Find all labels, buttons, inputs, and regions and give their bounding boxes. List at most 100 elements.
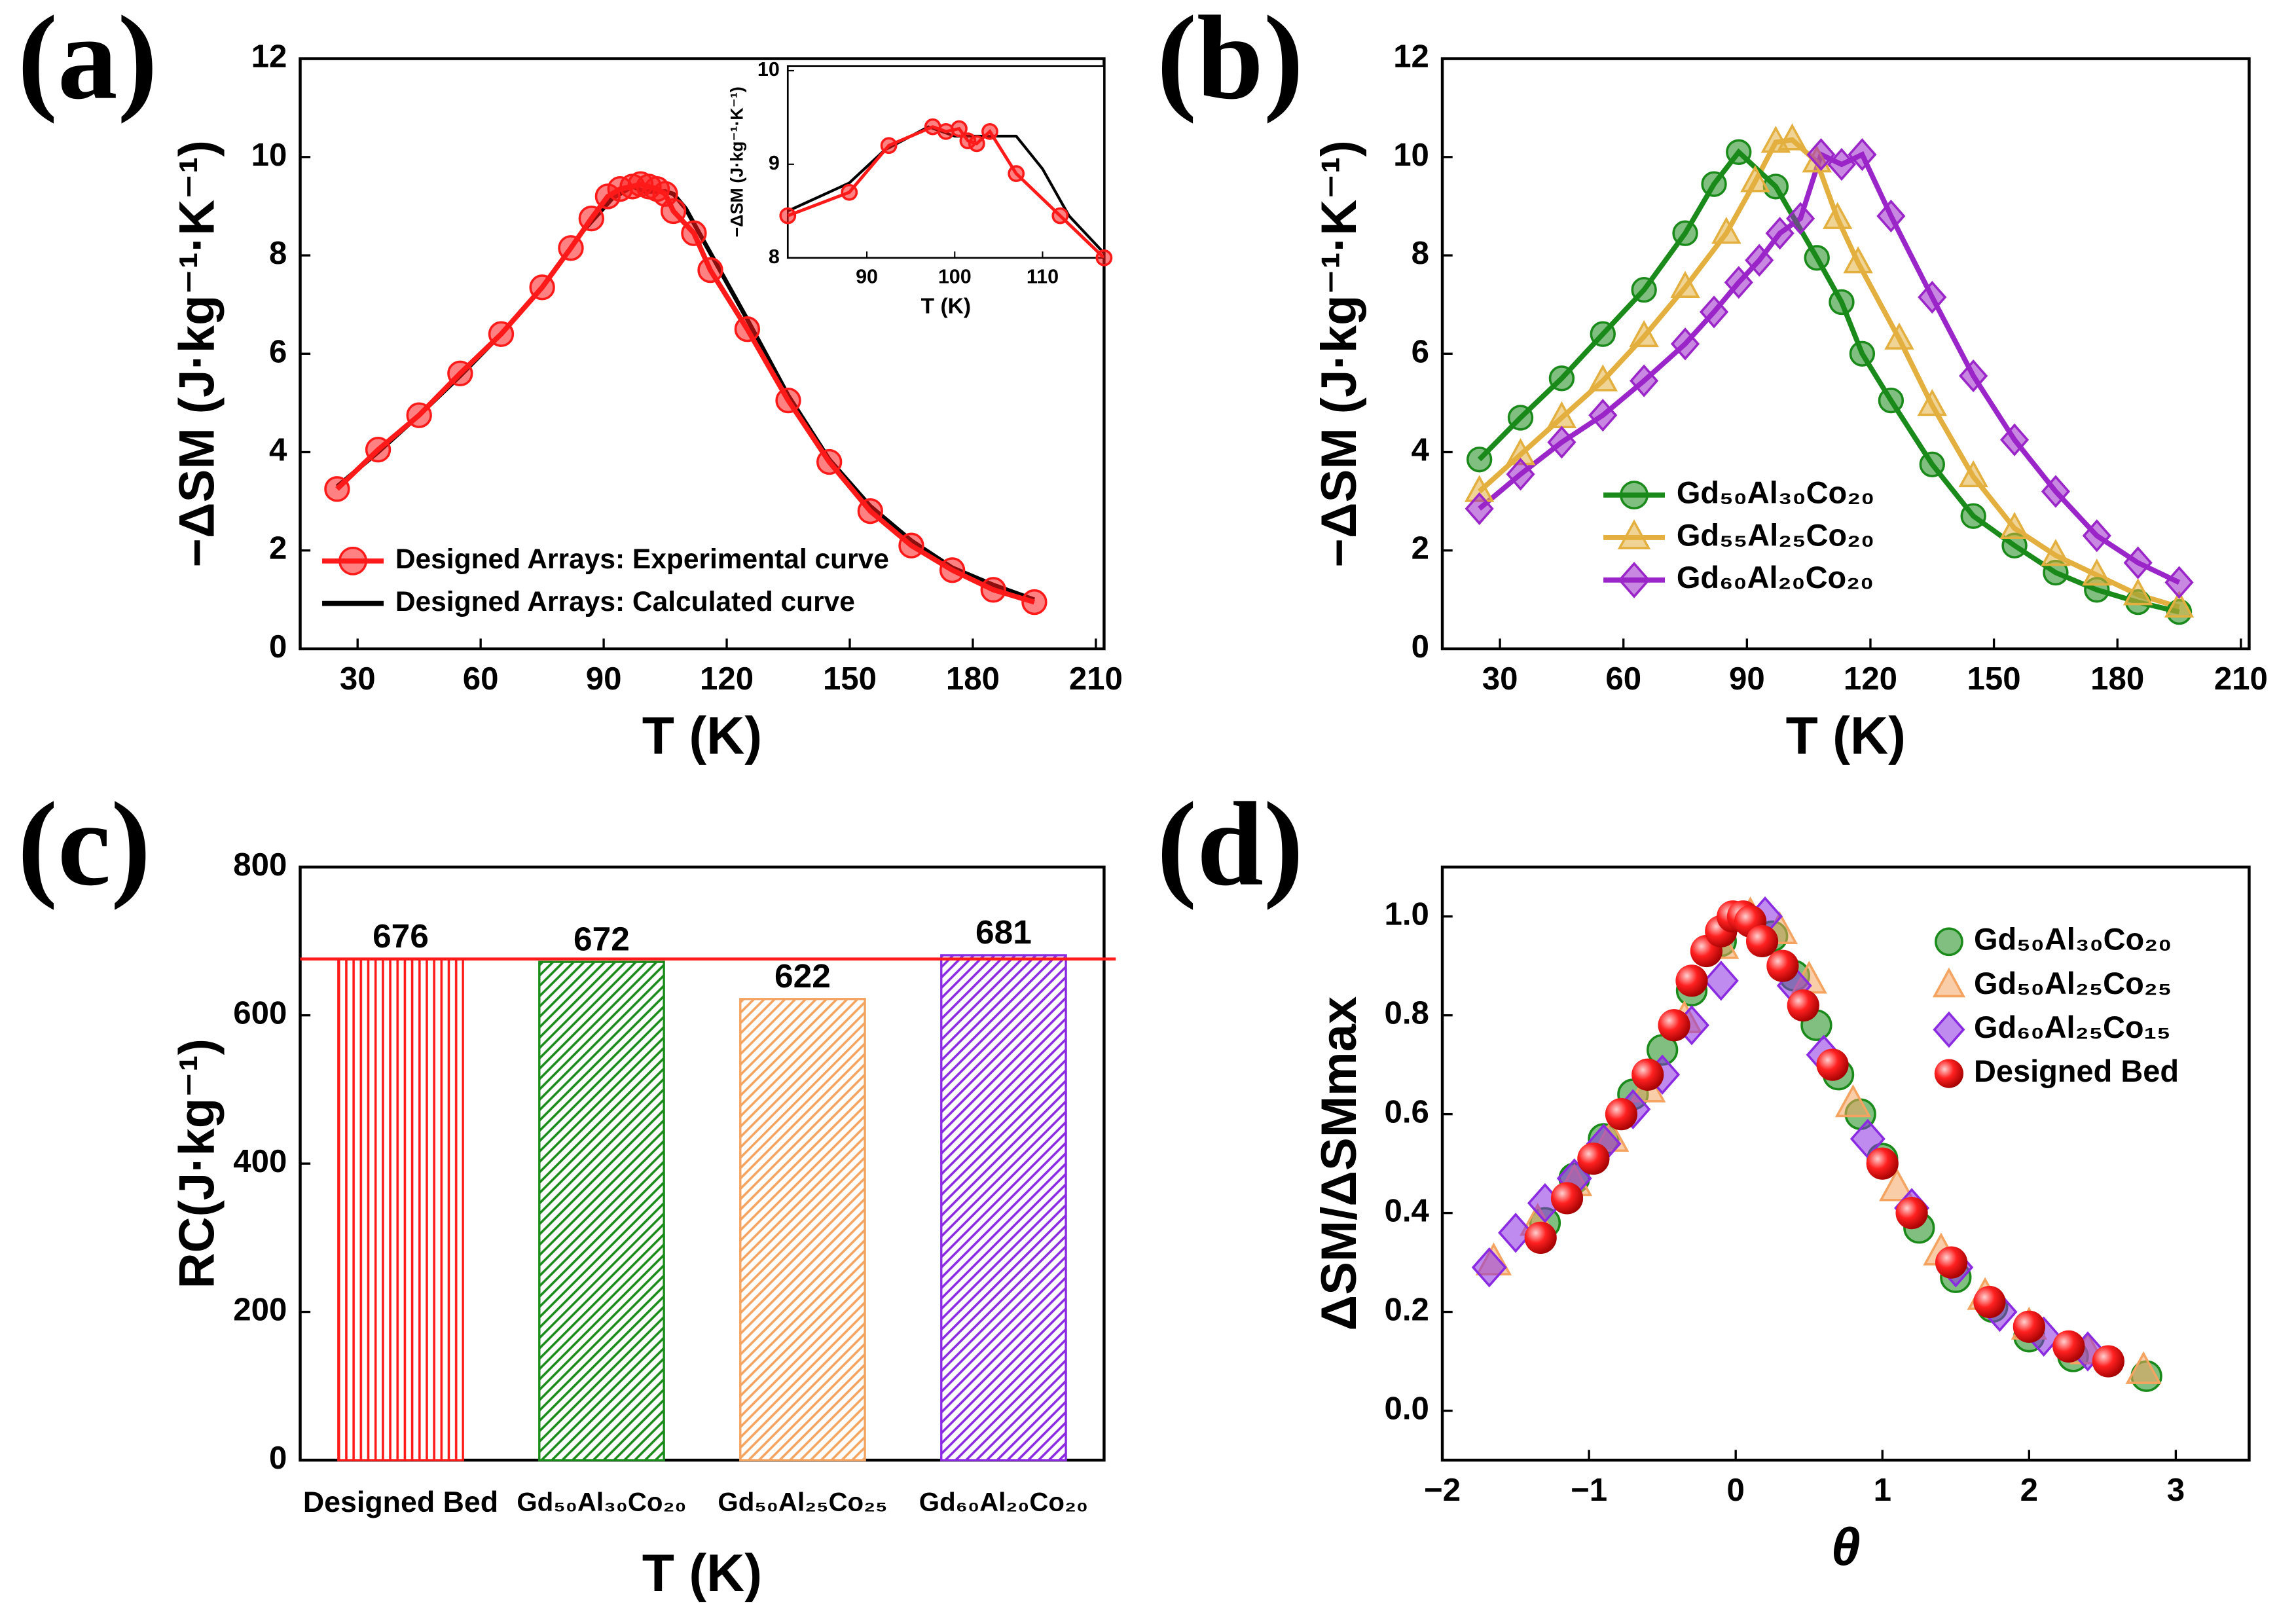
marker — [1822, 202, 1853, 229]
y-axis-label: RC(J·kg⁻¹) — [170, 1038, 225, 1289]
y-tick-label: 10 — [251, 137, 287, 173]
marker — [2123, 546, 2153, 579]
y-tick-label: 0 — [269, 629, 287, 665]
x-tick-label: Designed Bed — [303, 1486, 498, 1518]
x-tick-label: 0 — [1727, 1472, 1745, 1508]
marker — [1507, 405, 1534, 431]
y-tick-label: 8 — [769, 246, 780, 268]
marker — [1879, 1168, 1916, 1201]
y-tick-label: 2 — [1412, 530, 1429, 566]
marker — [1999, 511, 2030, 540]
y-tick-label: 0 — [269, 1440, 287, 1476]
marker — [1804, 245, 1830, 271]
marker — [1935, 927, 1963, 957]
bar — [739, 998, 866, 1461]
y-tick-label: 10 — [757, 58, 780, 81]
x-tick-label: −1 — [1571, 1472, 1607, 1508]
bar — [337, 957, 464, 1461]
marker — [1876, 199, 1906, 233]
marker — [406, 402, 432, 428]
marker — [529, 274, 555, 301]
series-line — [1478, 151, 2181, 585]
marker — [1506, 458, 1535, 491]
x-tick-label: 120 — [700, 661, 754, 697]
marker — [1724, 266, 1753, 299]
marker — [1959, 359, 1988, 393]
x-tick-label: 210 — [1069, 661, 1123, 697]
y-tick-label: 600 — [233, 995, 287, 1031]
x-tick-label: 210 — [2214, 661, 2268, 697]
marker — [1629, 320, 1659, 348]
x-tick-label: 30 — [1482, 661, 1518, 697]
marker — [324, 476, 350, 502]
marker — [1630, 364, 1659, 397]
marker — [1745, 244, 1774, 277]
marker — [980, 577, 1006, 603]
marker — [338, 546, 367, 576]
y-tick-label: 2 — [269, 530, 287, 566]
y-tick-label: 400 — [233, 1143, 287, 1179]
marker — [1827, 148, 1857, 181]
marker — [1762, 174, 1789, 200]
y-axis-label: −ΔSM (J·kg⁻¹·K⁻¹) — [727, 86, 746, 237]
marker — [779, 207, 797, 225]
x-tick-label: 120 — [1844, 661, 1897, 697]
value-label: 676 — [373, 917, 429, 955]
x-tick-label: 150 — [823, 661, 877, 697]
marker — [1849, 340, 1876, 367]
marker — [488, 321, 515, 347]
plot-frame — [1440, 865, 2251, 1462]
marker — [1631, 276, 1657, 303]
legend-label: Gd₅₀Al₃₀Co₂₀ — [1677, 475, 1874, 510]
marker — [1765, 217, 1795, 250]
x-tick-label: 30 — [340, 661, 376, 697]
x-tick-label: 1 — [1874, 1472, 1891, 1508]
marker — [816, 449, 843, 475]
x-tick-label: 150 — [1967, 661, 2021, 697]
x-tick-label: Gd₅₀Al₂₅Co₂₅ — [718, 1488, 887, 1517]
marker — [365, 437, 392, 463]
marker — [2082, 519, 2111, 553]
x-tick-label: 2 — [2020, 1472, 2038, 1508]
marker — [775, 387, 801, 414]
marker — [697, 257, 723, 284]
marker — [1577, 1142, 1610, 1175]
marker — [2052, 1330, 2085, 1363]
marker — [1935, 1246, 1968, 1279]
marker — [1675, 964, 1708, 997]
marker — [1933, 1011, 1965, 1048]
x-axis-label: θ — [1831, 1518, 1861, 1577]
marker — [1766, 949, 1799, 982]
marker — [1777, 123, 1808, 151]
marker — [1999, 423, 2030, 456]
marker — [1670, 270, 1700, 298]
marker — [1745, 925, 1779, 958]
y-axis-label: −ΔSM (J·kg⁻¹·K⁻¹) — [170, 140, 225, 567]
marker — [1588, 399, 1618, 432]
y-axis-label: −ΔSM (J·kg⁻¹·K⁻¹) — [1311, 140, 1367, 567]
marker — [1884, 322, 1914, 350]
x-axis-label: T (K) — [1786, 706, 1906, 765]
marker — [1834, 1084, 1872, 1118]
legend-label: Gd₆₀Al₂₀Co₂₀ — [1677, 560, 1874, 595]
marker — [2041, 475, 2070, 508]
y-tick-label: 9 — [769, 152, 780, 174]
y-tick-label: 8 — [1412, 235, 1429, 271]
marker — [1848, 138, 1877, 172]
marker — [1051, 207, 1069, 225]
marker — [968, 135, 985, 153]
marker — [2164, 566, 2194, 599]
x-tick-label: −2 — [1424, 1472, 1461, 1508]
marker — [1918, 280, 1947, 314]
marker — [2164, 590, 2195, 618]
marker — [2125, 1351, 2162, 1384]
marker — [1471, 1247, 1507, 1288]
panel-label: (d) — [1157, 778, 1303, 911]
marker — [1958, 460, 1988, 488]
bar — [940, 954, 1067, 1461]
marker — [1670, 327, 1700, 361]
marker — [578, 206, 604, 232]
marker — [1701, 171, 1727, 197]
marker — [2013, 1310, 2045, 1343]
